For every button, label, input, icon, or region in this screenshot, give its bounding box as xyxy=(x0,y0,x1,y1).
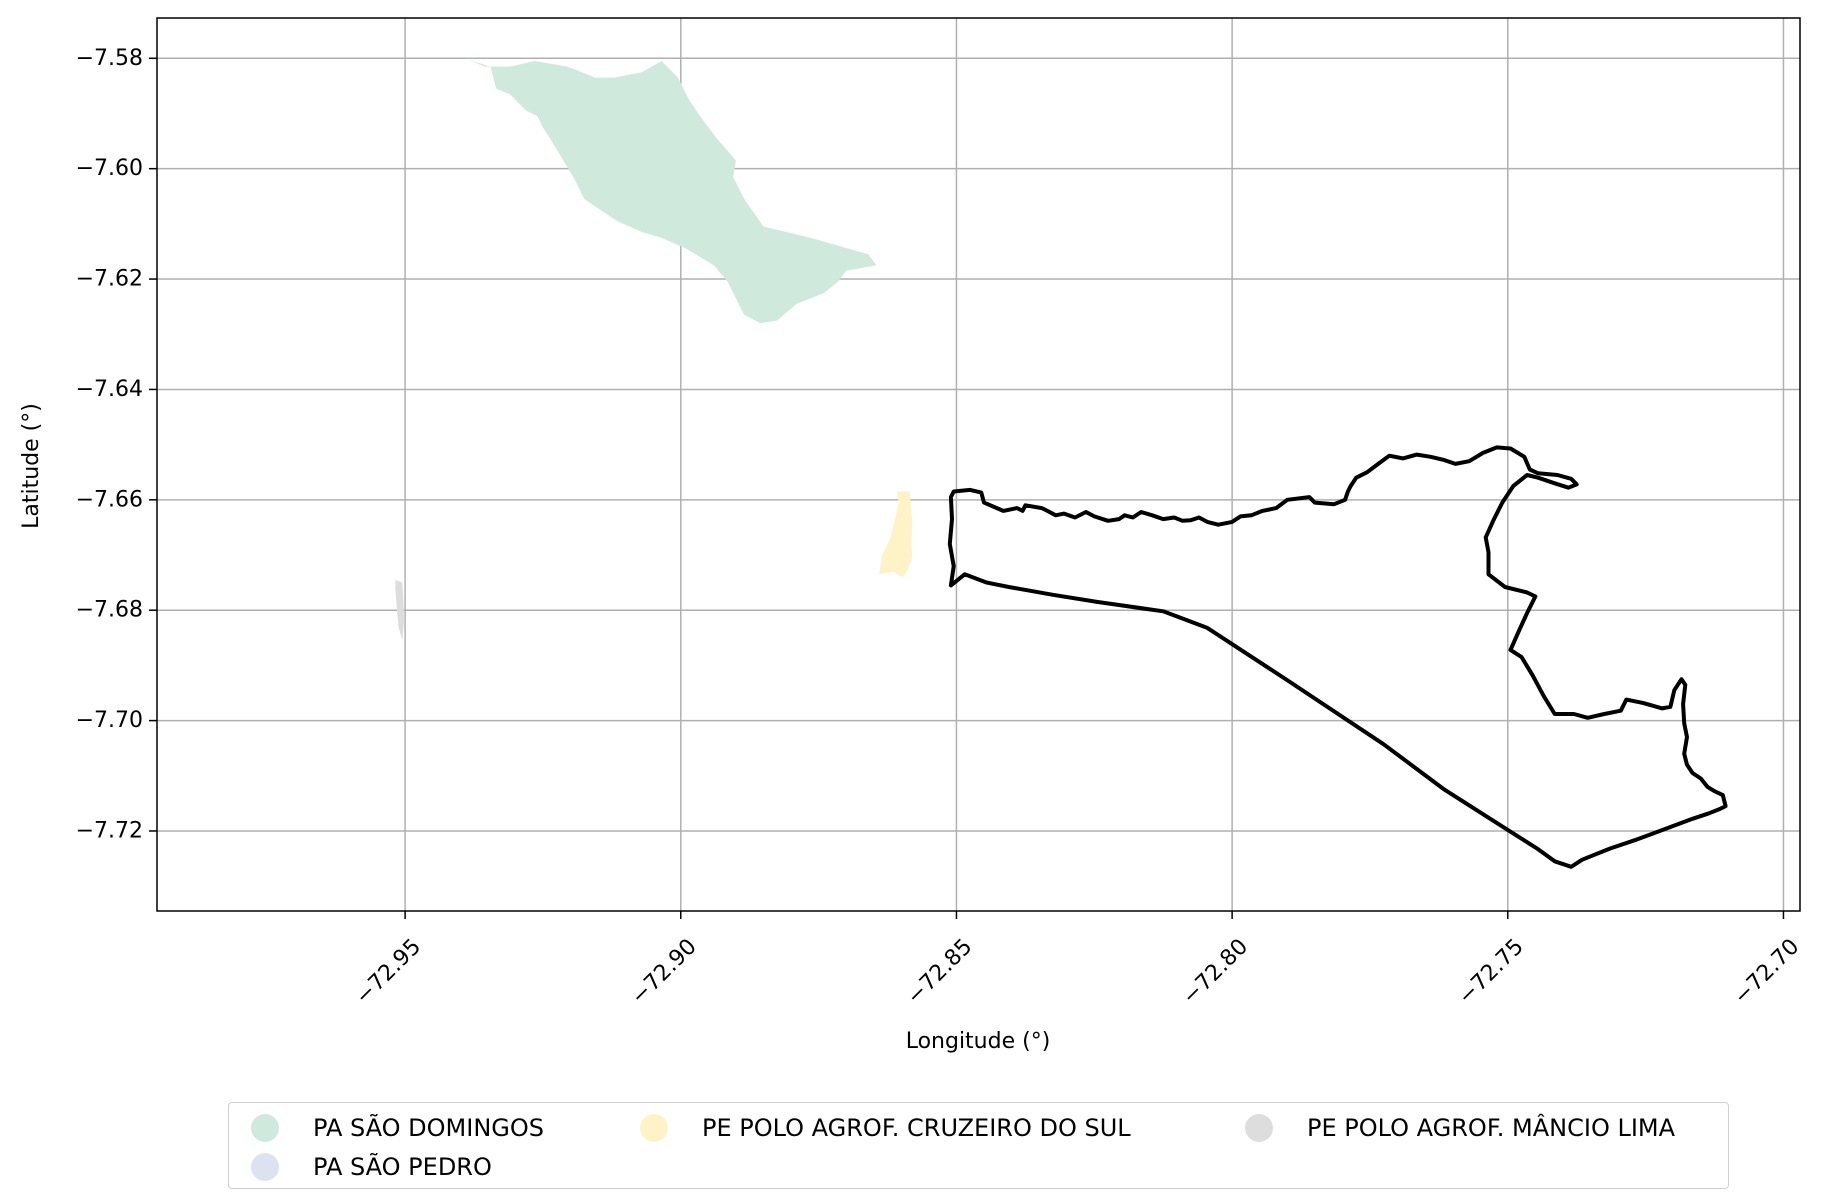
y-tick-label: −7.64 xyxy=(76,377,143,402)
legend-item-sao-domingos: PA SÃO DOMINGOS xyxy=(251,1113,544,1143)
y-tick-label: −7.70 xyxy=(76,708,143,733)
boundary-outline xyxy=(947,445,1728,869)
x-tick-label: −72.85 xyxy=(902,934,977,1009)
legend-item-sao-pedro: PA SÃO PEDRO xyxy=(251,1152,492,1182)
legend-label: PA SÃO PEDRO xyxy=(313,1153,492,1181)
gridlines xyxy=(157,18,1800,911)
y-axis-label: Latitude (°) xyxy=(19,403,44,529)
x-tick-label: −72.75 xyxy=(1454,934,1529,1009)
legend-marker xyxy=(640,1114,668,1142)
y-tick-label: −7.58 xyxy=(76,46,143,71)
legend-marker xyxy=(251,1114,279,1142)
legend-marker xyxy=(1245,1114,1273,1142)
area-pe-polo-agrof-m-ncio-lima xyxy=(395,579,404,641)
legend-item-cruzeiro-do-sul: PE POLO AGROF. CRUZEIRO DO SUL xyxy=(640,1113,1131,1143)
x-axis-ticks: −72.95 −72.90 −72.85 −72.80 −72.75 −72.70 xyxy=(351,911,1804,1010)
x-tick-label: −72.70 xyxy=(1729,934,1804,1009)
plot-frame xyxy=(156,17,1801,912)
y-axis-ticks: −7.58 −7.60 −7.62 −7.64 −7.66 −7.68 −7.70 −7.72 xyxy=(76,46,157,843)
area-pa-s-o-domingos xyxy=(468,59,877,324)
x-tick-label: −72.90 xyxy=(627,934,702,1009)
y-tick-label: −7.60 xyxy=(76,156,143,181)
legend-label: PE POLO AGROF. CRUZEIRO DO SUL xyxy=(702,1114,1131,1142)
x-tick-label: −72.95 xyxy=(351,934,426,1009)
plot-area: −72.95 −72.90 −72.85 −72.80 −72.75 −72.70 −7.… xyxy=(76,17,1804,1010)
legend-label: PE POLO AGROF. MÂNCIO LIMA xyxy=(1307,1114,1676,1142)
y-tick-label: −7.72 xyxy=(76,818,143,843)
plot-background xyxy=(157,18,1800,911)
x-axis-label: Longitude (°) xyxy=(906,1029,1051,1054)
area-pe-polo-agrof-cruzeiro-do-sul xyxy=(879,491,913,578)
y-tick-label: −7.66 xyxy=(76,487,143,512)
legend-marker xyxy=(251,1153,279,1181)
legend-item-mancio-lima: PE POLO AGROF. MÂNCIO LIMA xyxy=(1245,1113,1675,1143)
legend: PA SÃO DOMINGOS PE POLO AGROF. CRUZEIRO … xyxy=(228,1102,1729,1189)
y-tick-label: −7.62 xyxy=(76,267,143,292)
x-tick-label: −72.80 xyxy=(1178,934,1253,1009)
settlement-areas xyxy=(395,59,913,641)
y-tick-label: −7.68 xyxy=(76,598,143,623)
boundary-outline-layer xyxy=(947,445,1728,869)
legend-label: PA SÃO DOMINGOS xyxy=(313,1114,545,1142)
